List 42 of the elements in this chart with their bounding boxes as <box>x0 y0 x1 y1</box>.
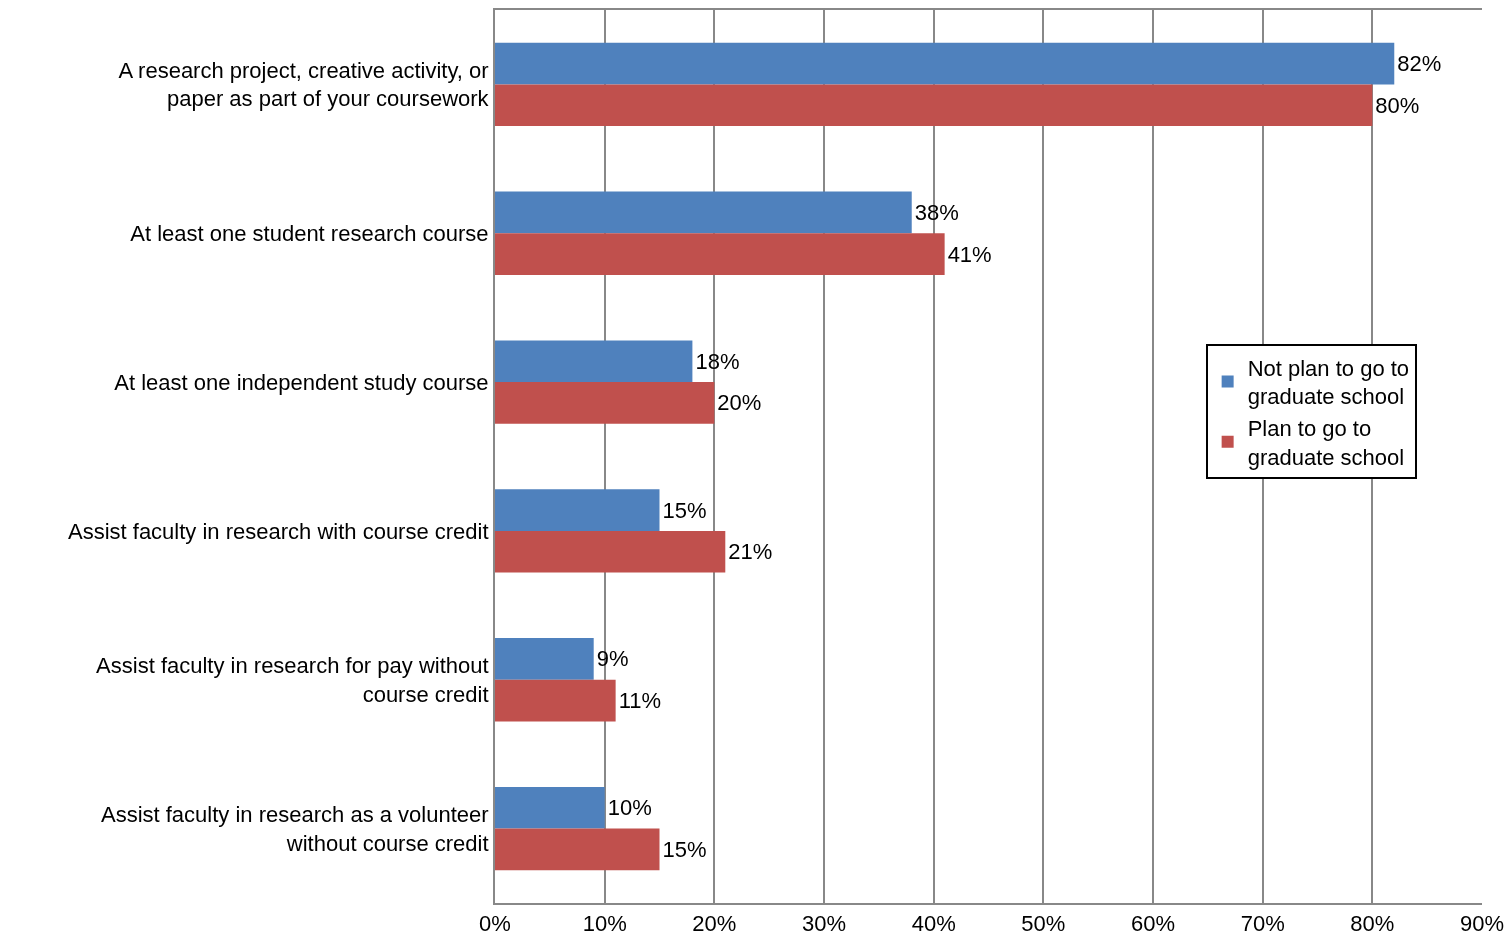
x-tick-label: 80% <box>1350 911 1395 937</box>
data-label: 9% <box>596 646 629 672</box>
x-tick-label: 60% <box>1130 911 1176 937</box>
y-tick-label: At least one independent study course <box>114 369 489 395</box>
bar <box>495 530 726 573</box>
x-tick-label: 10% <box>582 911 627 937</box>
bar <box>495 84 1373 127</box>
data-label: 41% <box>947 241 992 267</box>
data-label: 11% <box>618 688 662 714</box>
x-tick-label: 40% <box>911 911 956 937</box>
bar <box>495 191 912 234</box>
bar <box>495 382 715 424</box>
y-tick-label: Assist faculty in research for pay without course credit <box>96 653 489 707</box>
x-tick-label: 90% <box>1459 911 1505 937</box>
data-label: 38% <box>914 199 959 225</box>
bar <box>495 786 605 829</box>
x-tick-label: 70% <box>1240 911 1285 937</box>
legend-label: Not plan to go to graduate school <box>1247 355 1410 410</box>
y-tick-label: Assist faculty in research as a volunteer without course credit <box>100 801 489 856</box>
data-label: 18% <box>695 348 740 374</box>
data-label: 15% <box>662 497 707 523</box>
bar <box>495 233 945 275</box>
data-label: 21% <box>728 539 773 565</box>
x-tick-label: 20% <box>692 911 737 937</box>
data-label: 20% <box>717 390 762 416</box>
data-label: 82% <box>1397 51 1442 77</box>
y-tick-label: Assist faculty in research with course credit <box>67 518 489 544</box>
bar <box>495 42 1395 85</box>
bar <box>495 638 594 680</box>
bar <box>495 340 693 383</box>
bar <box>495 489 660 531</box>
bar <box>495 828 660 871</box>
bar <box>495 679 616 722</box>
x-tick-label: 0% <box>479 911 511 937</box>
legend-label: Plan to go to graduate school <box>1247 415 1405 470</box>
data-label: 15% <box>662 836 707 862</box>
x-tick-label: 50% <box>1021 911 1066 937</box>
y-tick-label: A research project, creative activity, or paper as part of your coursework <box>118 57 490 112</box>
y-tick-label: At least one student research course <box>130 220 489 246</box>
data-label: 80% <box>1375 92 1420 118</box>
x-tick-label: 30% <box>801 911 847 937</box>
data-label: 10% <box>607 795 652 821</box>
